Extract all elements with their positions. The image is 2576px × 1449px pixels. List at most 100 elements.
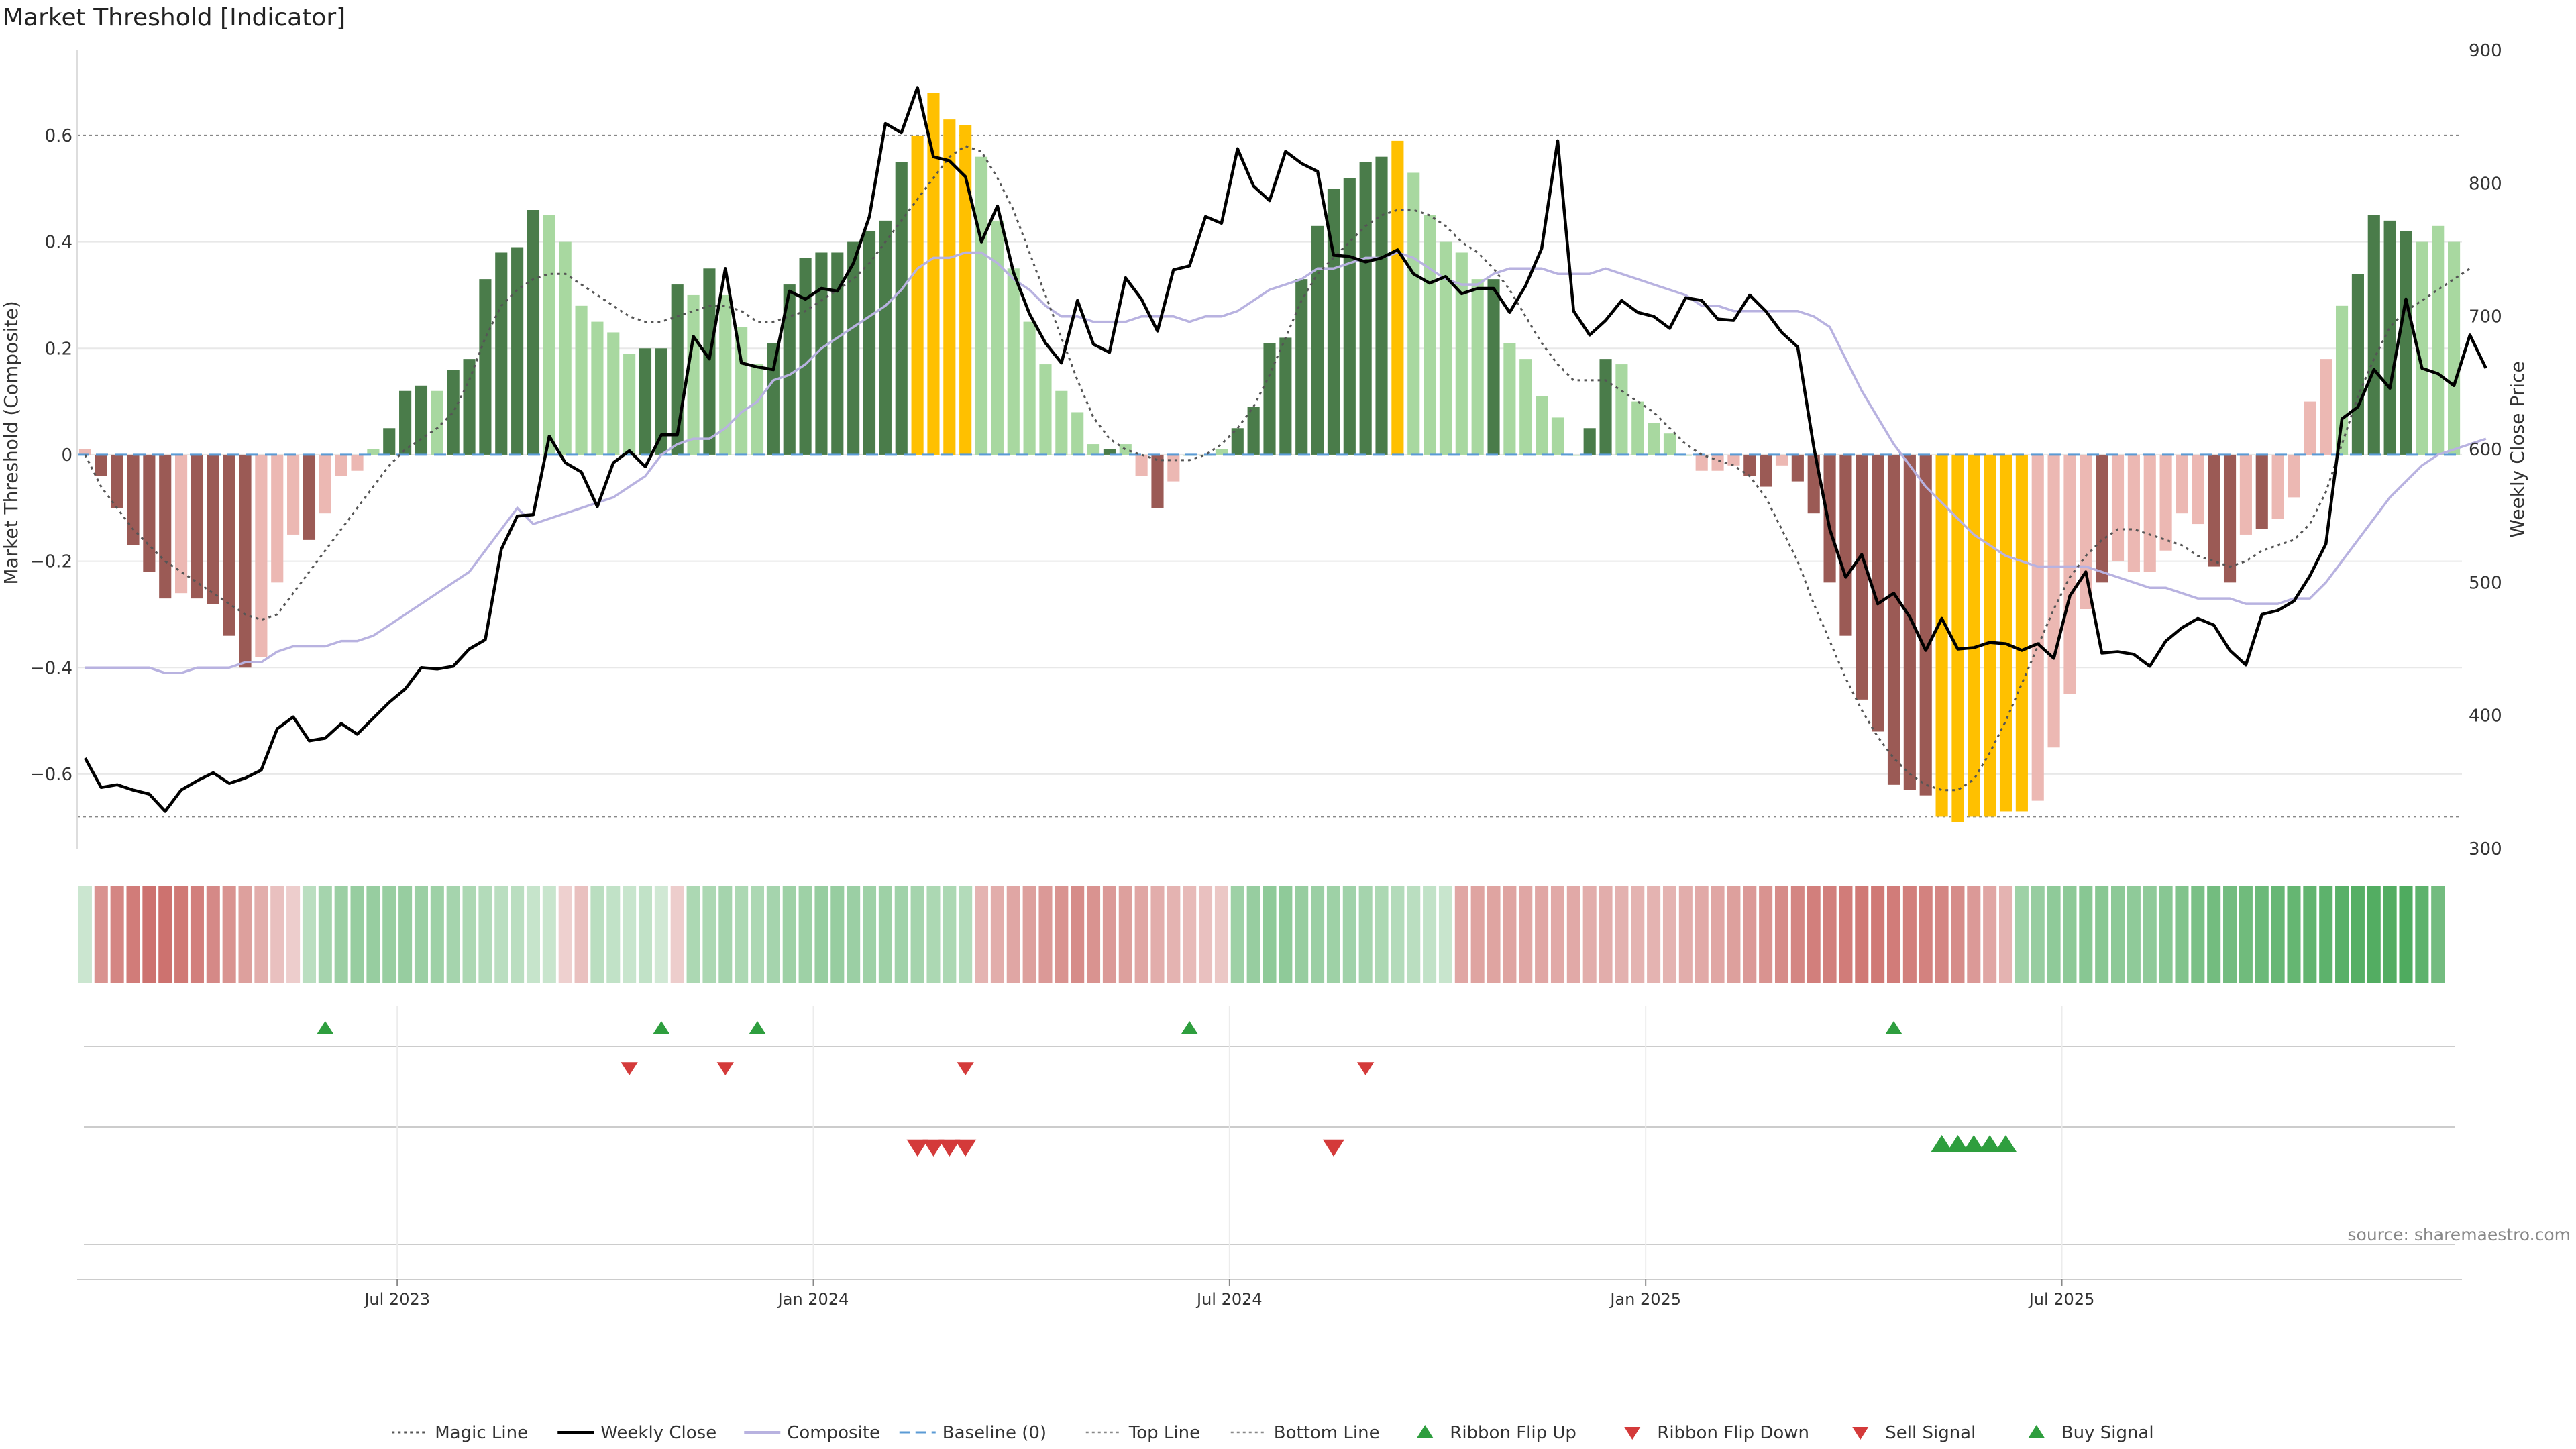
composite-bar	[639, 348, 652, 455]
composite-bar	[1391, 140, 1404, 455]
ribbon-cell	[1951, 885, 1965, 983]
composite-bar	[799, 258, 812, 455]
ribbon-cell	[1134, 885, 1148, 983]
composite-bar	[367, 449, 380, 455]
composite-bar	[1007, 268, 1020, 455]
overlay-lines	[77, 86, 2487, 813]
regime-ribbon	[78, 885, 2445, 983]
composite-bar	[1999, 454, 2012, 812]
composite-bar	[2351, 274, 2364, 455]
ribbon-cell	[2335, 885, 2349, 983]
ribbon-cell	[2383, 885, 2397, 983]
ribbon-cell	[1743, 885, 1757, 983]
legend-item: Top Line	[1085, 1423, 1200, 1443]
legend-label: Ribbon Flip Up	[1450, 1423, 1576, 1443]
ribbon-cell	[1311, 885, 1325, 983]
ribbon-cell	[222, 885, 236, 983]
x-tick-label: Jul 2023	[363, 1290, 430, 1309]
composite-bar	[1455, 252, 1468, 455]
composite-bar	[2400, 231, 2412, 455]
composite-bar	[1648, 423, 1660, 455]
composite-bar	[591, 321, 604, 455]
composite-bar	[1295, 279, 1308, 455]
weekly-close-line	[83, 86, 2487, 813]
ribbon-cell	[847, 885, 861, 983]
ribbon-cell	[2255, 885, 2269, 983]
ribbon-cell	[670, 885, 684, 983]
ribbon-cell	[1438, 885, 1452, 983]
ribbon-cell	[78, 885, 92, 983]
ribbon-cell	[2159, 885, 2173, 983]
y-tick-label: 0	[61, 445, 72, 466]
legend-label: Buy Signal	[2061, 1423, 2154, 1443]
composite-bar	[959, 125, 972, 455]
ribbon-cell	[1519, 885, 1533, 983]
ribbon-cell	[1342, 885, 1356, 983]
composite-bar	[879, 220, 892, 455]
composite-bar	[1919, 454, 1932, 796]
composite-bar	[1823, 454, 1836, 583]
ribbon-cell	[1279, 885, 1293, 983]
ribbon-cell	[638, 885, 653, 983]
ribbon-cell	[910, 885, 924, 983]
composite-bar	[751, 364, 764, 455]
composite-bar	[1439, 241, 1452, 455]
composite-bar	[1151, 454, 1164, 508]
composite-bar	[463, 359, 476, 455]
ribbon-cell	[1615, 885, 1629, 983]
ribbon-cell	[2127, 885, 2141, 983]
ribbon-cell	[1823, 885, 1837, 983]
y2-tick-label: 700	[2469, 307, 2502, 327]
ribbon-cell	[654, 885, 668, 983]
ribbon-cell	[2015, 885, 2029, 983]
x-tick-label: Jan 2024	[777, 1290, 849, 1309]
ribbon-cell	[1983, 885, 1997, 983]
ribbon-cell	[2399, 885, 2413, 983]
composite-bar	[2208, 454, 2220, 567]
ribbon-cell	[1582, 885, 1597, 983]
ribbon-cell	[1678, 885, 1693, 983]
ribbon-cell	[1727, 885, 1741, 983]
composite-bar	[783, 284, 796, 455]
ribbon-cell	[1774, 885, 1789, 983]
ribbon-cell	[2239, 885, 2253, 983]
composite-bar	[2335, 305, 2349, 455]
legend-item: Composite	[744, 1423, 880, 1443]
ribbon-cell	[1886, 885, 1901, 983]
ribbon-cell	[174, 885, 189, 983]
composite-bar	[1615, 364, 1628, 455]
ribbon-cell	[350, 885, 364, 983]
ribbon-cell	[334, 885, 348, 983]
composite-bar	[1247, 407, 1260, 455]
composite-bar	[2304, 401, 2316, 455]
composite-bar	[2432, 225, 2445, 455]
legend-swatch	[2028, 1425, 2045, 1438]
composite-bar	[191, 454, 204, 599]
ribbon-cell	[94, 885, 108, 983]
composite-bar	[1471, 279, 1484, 455]
ribbon-cell	[1647, 885, 1661, 983]
composite-bar	[1984, 454, 1996, 817]
ribbon-cell	[574, 885, 588, 983]
ribbon-cell	[1167, 885, 1181, 983]
ribbon-cell	[2143, 885, 2157, 983]
y-tick-label: −0.2	[30, 552, 72, 572]
ribbon-cell	[2079, 885, 2093, 983]
composite-bar	[1311, 225, 1324, 455]
composite-bar	[2239, 454, 2252, 535]
composite-bar	[1279, 337, 1292, 455]
sell-signal-marker	[955, 1139, 977, 1157]
ribbon-cell	[190, 885, 204, 983]
ribbon-cell	[1535, 885, 1549, 983]
composite-bar	[495, 252, 508, 455]
legend: Magic Line Weekly Close Composite Baseline …	[392, 1423, 2154, 1443]
ribbon-cell	[2431, 885, 2445, 983]
x-axis: Jul 2023 Jan 2024 Jul 2024 Jan 2025 Jul 2025	[77, 1279, 2462, 1309]
ribbon-cell	[142, 885, 156, 983]
legend-label: Magic Line	[435, 1423, 528, 1443]
ribbon-cell	[1967, 885, 1981, 983]
composite-bar	[287, 454, 300, 535]
ribbon-cell	[1295, 885, 1309, 983]
ribbon-cell	[2319, 885, 2333, 983]
